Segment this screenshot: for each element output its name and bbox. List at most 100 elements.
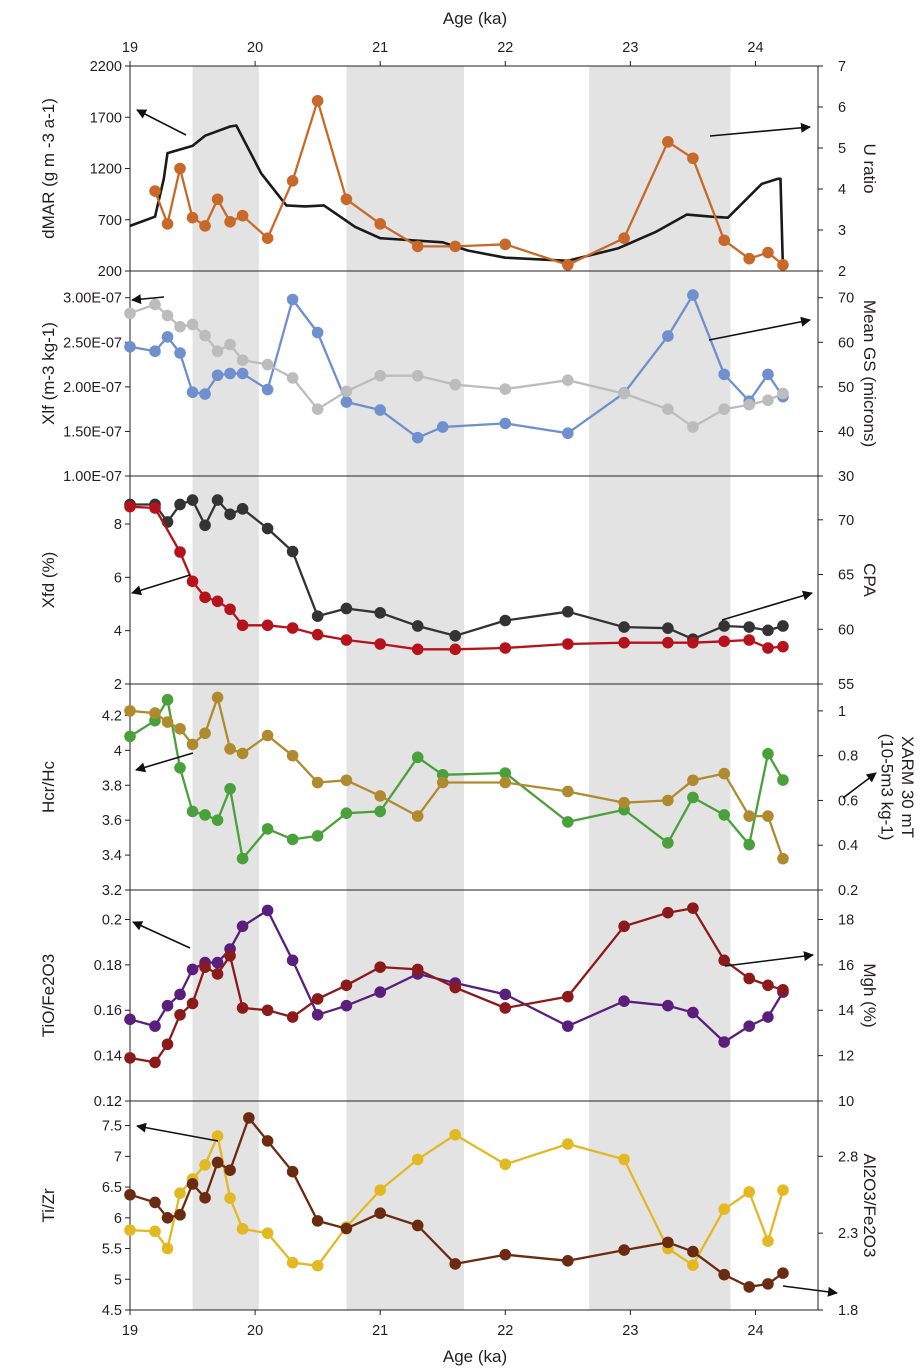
left-tick-label: 3.6: [102, 813, 122, 829]
shaded-intervals: [192, 66, 731, 1310]
data-point: [161, 331, 174, 343]
data-point: [374, 638, 386, 650]
data-point: [436, 776, 449, 789]
data-point: [718, 620, 730, 632]
data-point: [374, 218, 386, 230]
shaded-interval-3: [589, 66, 731, 1310]
data-point: [261, 619, 274, 632]
right-tick-label: 12: [838, 1049, 854, 1065]
data-point: [743, 810, 755, 822]
data-point: [211, 968, 224, 980]
data-point: [499, 642, 512, 654]
data-point: [687, 152, 699, 165]
top-x-tick-label: 19: [122, 40, 138, 56]
arrow: [132, 921, 191, 949]
data-point: [286, 545, 299, 558]
arrow: [721, 590, 813, 621]
data-point: [340, 385, 353, 398]
right-tick-label: 40: [838, 424, 854, 440]
left-tick-label: 4: [114, 624, 122, 640]
data-point: [199, 329, 211, 342]
data-point: [499, 1002, 512, 1014]
data-point: [311, 1259, 324, 1272]
left-tick-label: 6.5: [102, 1180, 122, 1196]
data-point: [743, 972, 755, 985]
data-point: [124, 705, 136, 717]
left-tick-label: 3.00E-07: [63, 291, 122, 307]
data-point: [211, 691, 224, 704]
data-point: [311, 610, 324, 622]
right-tick-label: 5: [838, 141, 846, 157]
data-point: [718, 234, 730, 247]
data-point: [286, 1165, 299, 1178]
data-point: [311, 1215, 324, 1227]
data-point: [411, 369, 424, 382]
data-point: [718, 809, 730, 821]
data-point: [762, 810, 774, 822]
data-point: [662, 330, 674, 342]
data-point: [186, 494, 199, 506]
data-point: [499, 383, 512, 395]
top-x-tick-label: 24: [747, 40, 763, 56]
data-point: [186, 997, 199, 1010]
data-point: [124, 500, 136, 513]
data-point: [261, 358, 274, 371]
data-point: [562, 1020, 574, 1032]
data-point: [718, 368, 730, 381]
left-tick-label: 5.5: [102, 1242, 122, 1258]
data-point: [311, 830, 324, 842]
panel-3: 2 4 6 8 55 60 65 70 Xfd (%) CPA: [39, 475, 879, 693]
data-point: [211, 1156, 224, 1169]
data-point: [499, 776, 512, 789]
left-tick-label: 1200: [90, 162, 122, 178]
data-point: [199, 1192, 211, 1204]
top-x-tick-label: 23: [622, 40, 638, 56]
data-point: [618, 1153, 630, 1166]
data-point: [224, 949, 236, 962]
data-point: [374, 607, 386, 619]
arrow: [842, 772, 877, 799]
data-point: [499, 1158, 512, 1171]
arrow: [136, 1122, 219, 1142]
data-point: [174, 498, 186, 511]
data-point: [236, 920, 249, 933]
left-tick-label: 8: [114, 517, 122, 533]
data-point: [261, 383, 274, 396]
data-point: [211, 595, 224, 608]
data-point: [174, 1008, 186, 1021]
arrow: [131, 574, 191, 596]
data-point: [777, 1184, 789, 1196]
series-2: [124, 691, 789, 865]
data-point: [743, 621, 755, 633]
left-tick-label: 2.00E-07: [63, 380, 122, 396]
data-point: [286, 833, 299, 846]
data-point: [261, 1227, 274, 1239]
data-point: [762, 748, 774, 760]
top-x-tick-label: 22: [497, 40, 513, 56]
right-tick-label: 18: [838, 912, 854, 928]
data-point: [236, 209, 249, 222]
data-point: [224, 338, 236, 351]
data-point: [743, 1020, 755, 1032]
data-point: [662, 1236, 674, 1249]
data-point: [311, 993, 324, 1005]
data-point: [174, 320, 186, 333]
data-point: [411, 431, 424, 444]
right-tick-label: 16: [838, 958, 854, 974]
data-point: [743, 1186, 755, 1198]
data-point: [186, 211, 199, 224]
panels: 200 700 1200 1700 2200 2 3 4 5 6 7 dMAR (g m -3 a-1…: [39, 59, 917, 1319]
data-point: [374, 986, 386, 998]
data-point: [199, 220, 211, 232]
data-point: [340, 807, 353, 819]
data-point: [718, 403, 730, 415]
data-point: [161, 1242, 174, 1255]
data-point: [411, 240, 424, 253]
panel-frame: [129, 1100, 819, 1311]
data-point: [777, 1267, 789, 1279]
left-tick-label: 3.4: [102, 848, 122, 864]
arrow: [136, 109, 187, 136]
right-axis-title: Mean GS (microns): [860, 300, 879, 447]
data-point: [687, 1006, 699, 1019]
data-point: [499, 614, 512, 627]
